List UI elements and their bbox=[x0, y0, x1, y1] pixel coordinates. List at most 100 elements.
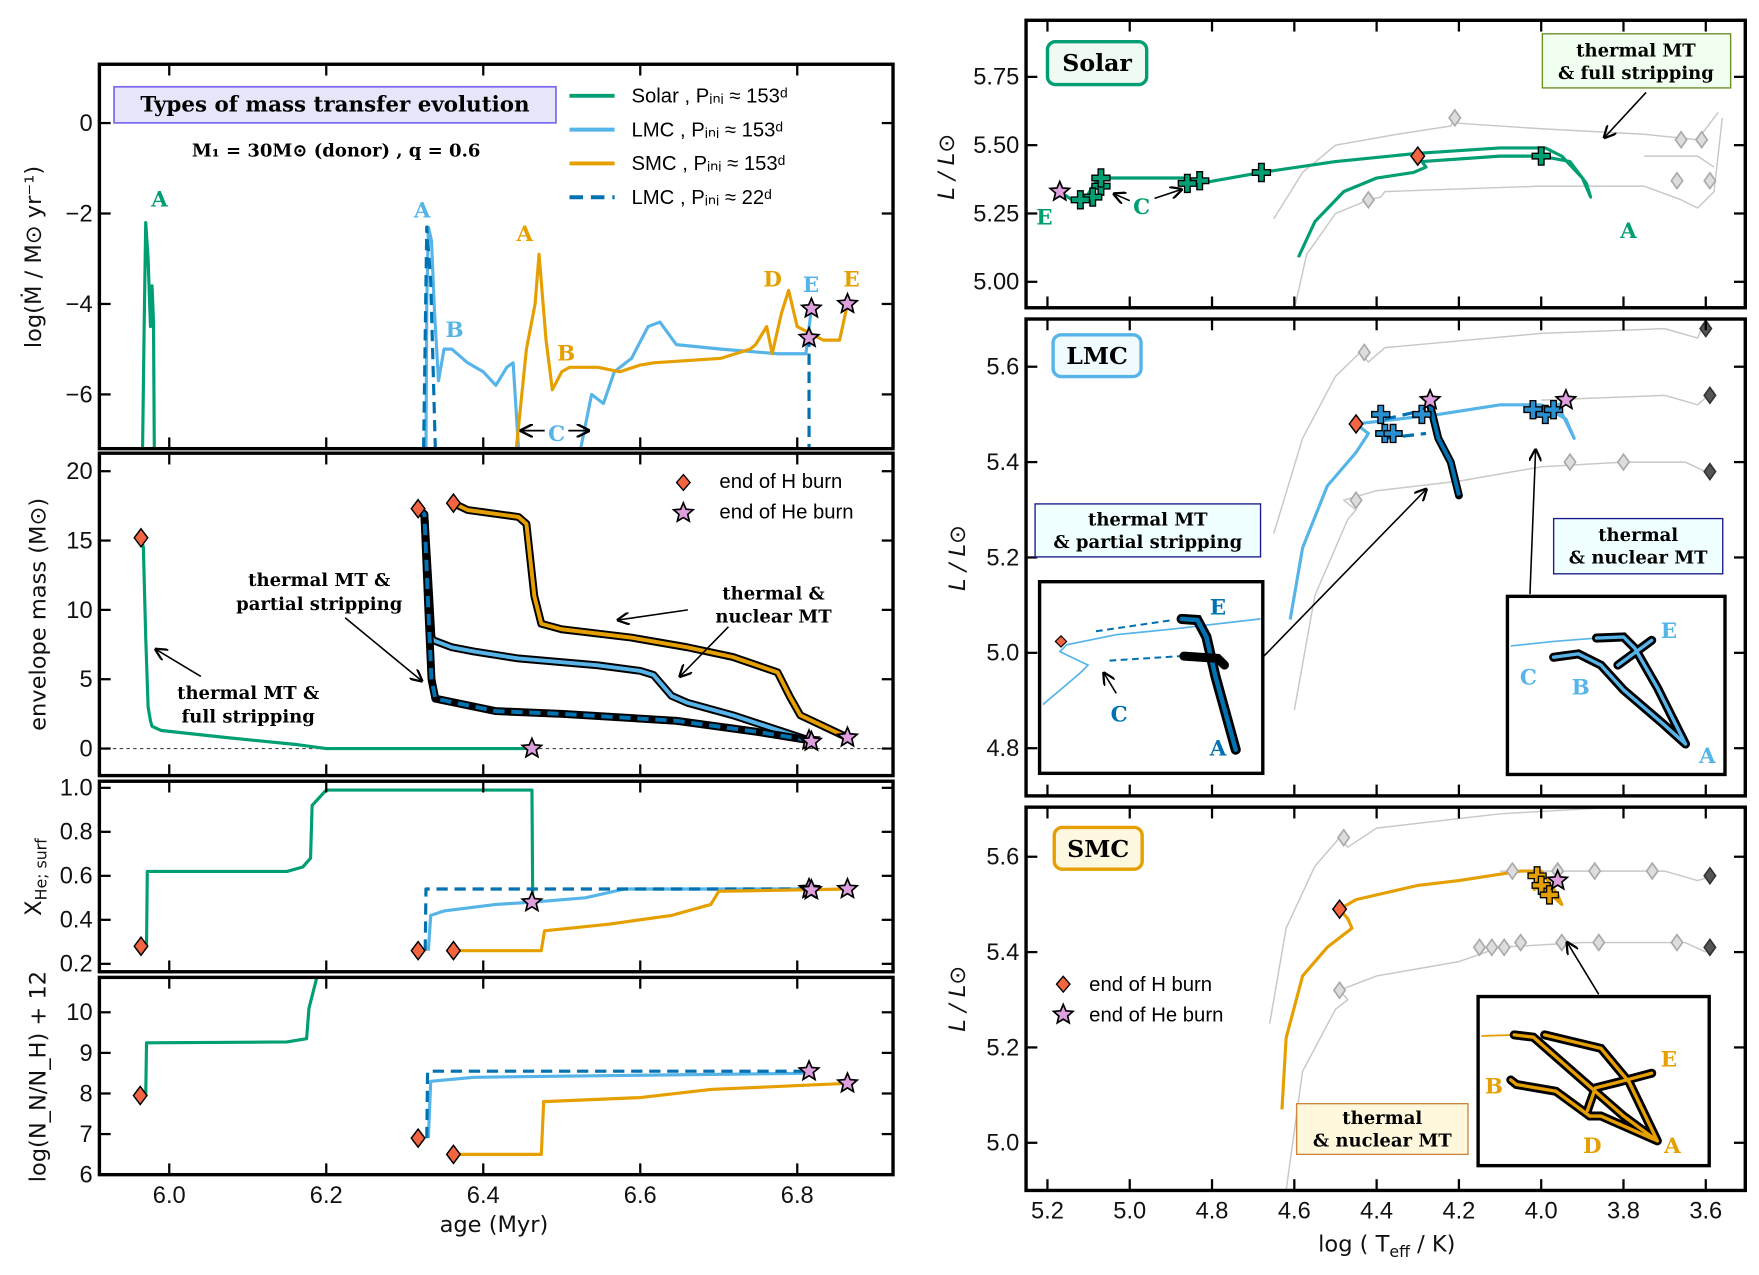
y-tick-label: 0.2 bbox=[60, 952, 93, 978]
svg-text:& nuclear MT: & nuclear MT bbox=[1313, 1130, 1452, 1151]
legend-label: SMC , Pᵢₙᵢ ≈ 153ᵈ bbox=[631, 153, 785, 175]
annotation-arrow bbox=[1604, 91, 1647, 137]
axes-frame bbox=[97, 975, 895, 1177]
x-tick-label: 4.6 bbox=[1278, 1199, 1311, 1225]
y-axis-label-env: envelope mass (M⊙) bbox=[25, 498, 51, 731]
end-of-he-burn-marker bbox=[799, 729, 824, 752]
y-axis-label-lmc: L / L⊙ bbox=[945, 525, 971, 591]
lmc-panel-label: LMC bbox=[1051, 333, 1143, 379]
y-tick-label: 15 bbox=[66, 528, 92, 554]
phase-letter: A bbox=[516, 222, 534, 247]
y-tick-label: 8 bbox=[79, 1081, 92, 1107]
solar-phase-letters: E C A bbox=[1036, 195, 1637, 244]
svg-text:A: A bbox=[1663, 1134, 1681, 1159]
phase-letter: E bbox=[803, 273, 819, 298]
series-line-solar bbox=[1058, 146, 1593, 258]
legend-label: LMC , Pᵢₙᵢ ≈ 153ᵈ bbox=[631, 119, 783, 141]
cross-marker bbox=[1531, 146, 1551, 166]
phase-letter: A bbox=[413, 199, 431, 224]
smc-marker-legend: end of H burn end of He burn bbox=[1051, 974, 1223, 1026]
series-line-lmc-22d bbox=[423, 887, 810, 951]
plot-area bbox=[1048, 108, 1724, 308]
series-line-solar bbox=[140, 977, 319, 1098]
end-of-h-burn-marker bbox=[410, 1127, 426, 1149]
model-diamond-marker bbox=[1670, 933, 1684, 952]
cross-marker bbox=[1539, 885, 1560, 905]
x-tick-label: 6.4 bbox=[467, 1183, 500, 1209]
annotation-text: partial stripping bbox=[236, 594, 403, 615]
lmc-annotation-box-partial: thermal MT & partial stripping bbox=[1034, 503, 1262, 558]
model-diamond-marker bbox=[1513, 933, 1528, 952]
svg-text:C: C bbox=[1133, 195, 1150, 220]
x-tick-label: 4.4 bbox=[1360, 1199, 1393, 1225]
lmc-annotation-box-nuclear: thermal & nuclear MT bbox=[1552, 517, 1724, 575]
end-of-he-burn-marker bbox=[835, 725, 860, 748]
panel-env: 0 5 10 15 20 bbox=[66, 451, 895, 778]
lmc-inset-nuclear: E C B A bbox=[1505, 594, 1727, 777]
y-axis-label-nn: log(N_N/N_H) + 12 bbox=[25, 971, 51, 1182]
model-diamond-marker bbox=[1361, 190, 1376, 210]
cross-marker bbox=[1177, 173, 1198, 194]
cross-marker bbox=[1070, 190, 1091, 210]
end-of-h-burn-marker bbox=[410, 498, 426, 519]
y-tick-label: 10 bbox=[66, 598, 92, 624]
track-line-grey bbox=[1273, 319, 1707, 534]
x-tick-label: 6.8 bbox=[781, 1183, 814, 1209]
y-tick-label: −4 bbox=[66, 292, 93, 318]
panel-hr_solar: 5.00 5.25 5.50 5.75 bbox=[973, 18, 1747, 310]
arrow-icon bbox=[1154, 189, 1182, 200]
svg-text:E: E bbox=[1036, 205, 1052, 230]
legend-label: Solar , Pᵢₙᵢ ≈ 153ᵈ bbox=[631, 86, 787, 108]
x-axis-label-teff: log ( Teff / K) bbox=[1318, 1231, 1455, 1261]
y-tick-label: 5.6 bbox=[986, 845, 1019, 871]
svg-text:& full stripping: & full stripping bbox=[1558, 63, 1714, 84]
end-of-he-burn-marker bbox=[520, 889, 544, 913]
track-line-grey bbox=[1293, 461, 1707, 711]
series-legend: Solar , Pᵢₙᵢ ≈ 153ᵈ LMC , Pᵢₙᵢ ≈ 153ᵈ SM… bbox=[569, 86, 788, 209]
track-line-grey bbox=[1273, 111, 1719, 220]
x-tick-label: 6.0 bbox=[153, 1183, 186, 1209]
y-tick-label: 20 bbox=[66, 459, 92, 485]
svg-text:SMC: SMC bbox=[1067, 835, 1129, 863]
svg-text:E: E bbox=[1661, 619, 1677, 644]
plot-area bbox=[140, 220, 860, 449]
annotation-arrow bbox=[1263, 489, 1426, 657]
svg-text:A: A bbox=[1209, 736, 1227, 761]
cross-marker bbox=[1412, 404, 1432, 425]
series-line-lmc-22d bbox=[416, 507, 810, 743]
smc-inset: B E D A bbox=[1476, 994, 1711, 1168]
y-axis-label-smc: L / L⊙ bbox=[945, 966, 971, 1032]
svg-text:thermal MT: thermal MT bbox=[1088, 509, 1208, 530]
plot-area bbox=[99, 492, 894, 759]
svg-text:end of He burn: end of He burn bbox=[1089, 1004, 1223, 1026]
model-diamond-marker bbox=[1703, 462, 1717, 481]
svg-text:& nuclear MT: & nuclear MT bbox=[1569, 548, 1708, 569]
diamond-icon bbox=[1055, 975, 1071, 994]
annotation-text: full stripping bbox=[182, 707, 316, 728]
phase-letter: B bbox=[557, 342, 575, 367]
model-diamond-marker bbox=[1674, 130, 1688, 150]
phase-letter: E bbox=[843, 267, 859, 292]
model-diamond-marker bbox=[1448, 108, 1462, 128]
series-line-lmc bbox=[1288, 398, 1576, 620]
phase-letter: D bbox=[763, 267, 782, 292]
series-line-lmc-153d bbox=[579, 308, 813, 449]
y-tick-label: 5.25 bbox=[973, 201, 1019, 227]
model-diamond-marker bbox=[1555, 933, 1569, 952]
y-tick-label: 10 bbox=[66, 1000, 92, 1026]
svg-text:A: A bbox=[1619, 219, 1637, 244]
y-tick-label: 5.4 bbox=[986, 450, 1019, 476]
cross-marker bbox=[1371, 404, 1391, 425]
track-line-grey bbox=[1285, 941, 1707, 1191]
end-of-he-burn-marker bbox=[799, 877, 824, 901]
series-line-lmc-22d bbox=[422, 225, 437, 449]
star-icon bbox=[1051, 1002, 1076, 1025]
smc-panel-label: SMC bbox=[1052, 825, 1144, 871]
axes-frame bbox=[97, 62, 895, 451]
series-line-smc-153d bbox=[453, 1081, 848, 1156]
track-line-grey bbox=[1293, 117, 1724, 308]
model-diamond-marker bbox=[1485, 937, 1499, 957]
end-of-he-burn-marker bbox=[797, 325, 821, 348]
svg-text:D: D bbox=[1583, 1134, 1602, 1159]
end-of-he-burn-marker bbox=[520, 736, 544, 759]
